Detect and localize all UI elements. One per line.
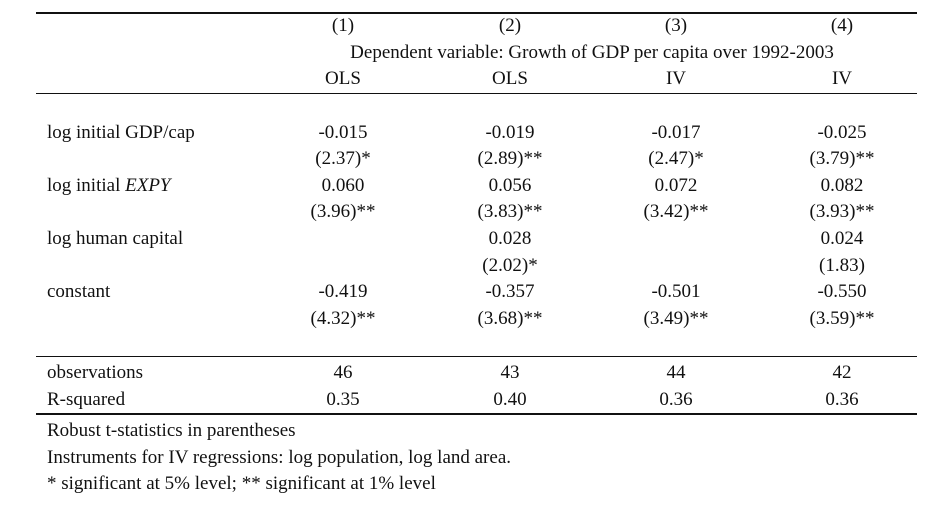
r-squared-2: 0.40 [493,389,527,410]
r-squared-1: 0.35 [326,389,360,410]
tstat-gdp-1: (2.37)* [315,148,371,169]
coef-gdp-2: -0.019 [485,122,535,143]
method-label-1: OLS [325,68,361,89]
row-label-gdp: log initial GDP/cap [47,122,195,143]
method-label-4: IV [831,68,853,89]
tstat-expy-4: (3.93)** [809,201,875,222]
coef-gdp-4: -0.025 [817,122,867,143]
coef-human-capital-2: 0.028 [488,228,532,249]
coef-gdp-3: -0.017 [651,122,701,143]
tstat-human-capital-4: (1.83) [819,255,865,276]
tstat-gdp-2: (2.89)** [477,148,543,169]
observations-4: 42 [832,362,852,383]
coef-constant-2: -0.357 [485,281,535,302]
tstat-constant-4: (3.59)** [809,308,875,329]
body-rule [36,356,917,357]
note-significance: * significant at 5% level; ** significan… [47,473,436,494]
stat-label-observations: observations [47,362,144,383]
coef-constant-1: -0.419 [318,281,368,302]
observations-3: 44 [666,362,686,383]
r-squared-4: 0.36 [825,389,859,410]
header-rule [36,93,917,94]
r-squared-3: 0.36 [659,389,693,410]
coef-constant-4: -0.550 [817,281,867,302]
coef-constant-3: -0.501 [651,281,701,302]
tstat-constant-1: (4.32)** [310,308,376,329]
tstat-human-capital-2: (2.02)* [482,255,538,276]
method-label-2: OLS [492,68,528,89]
dependent-variable-caption: Dependent variable: Growth of GDP per ca… [350,42,834,63]
tstat-expy-3: (3.42)** [643,201,709,222]
tstat-constant-3: (3.49)** [643,308,709,329]
bottom-rule [36,413,917,415]
column-number-1: (1) [331,15,355,36]
coef-gdp-1: -0.015 [318,122,368,143]
coef-expy-1: 0.060 [321,175,365,196]
coef-human-capital-4: 0.024 [820,228,864,249]
method-label-3: IV [665,68,687,89]
row-label-expy: log initial EXPY [47,175,171,196]
note-instruments: Instruments for IV regressions: log popu… [47,447,511,468]
stat-label-r-squared: R-squared [47,389,126,410]
row-label-human-capital: log human capital [47,228,184,249]
row-label-constant: constant [47,281,111,302]
tstat-gdp-3: (2.47)* [648,148,704,169]
coef-expy-4: 0.082 [820,175,864,196]
note-robust-t-statistics: Robust t-statistics in parentheses [47,420,296,441]
observations-2: 43 [500,362,520,383]
tstat-gdp-4: (3.79)** [809,148,875,169]
column-number-2: (2) [498,15,522,36]
column-number-3: (3) [664,15,688,36]
coef-expy-2: 0.056 [488,175,532,196]
observations-1: 46 [333,362,353,383]
coef-expy-3: 0.072 [654,175,698,196]
top-rule [36,12,917,14]
tstat-constant-2: (3.68)** [477,308,543,329]
tstat-expy-2: (3.83)** [477,201,543,222]
tstat-expy-1: (3.96)** [310,201,376,222]
column-number-4: (4) [830,15,854,36]
